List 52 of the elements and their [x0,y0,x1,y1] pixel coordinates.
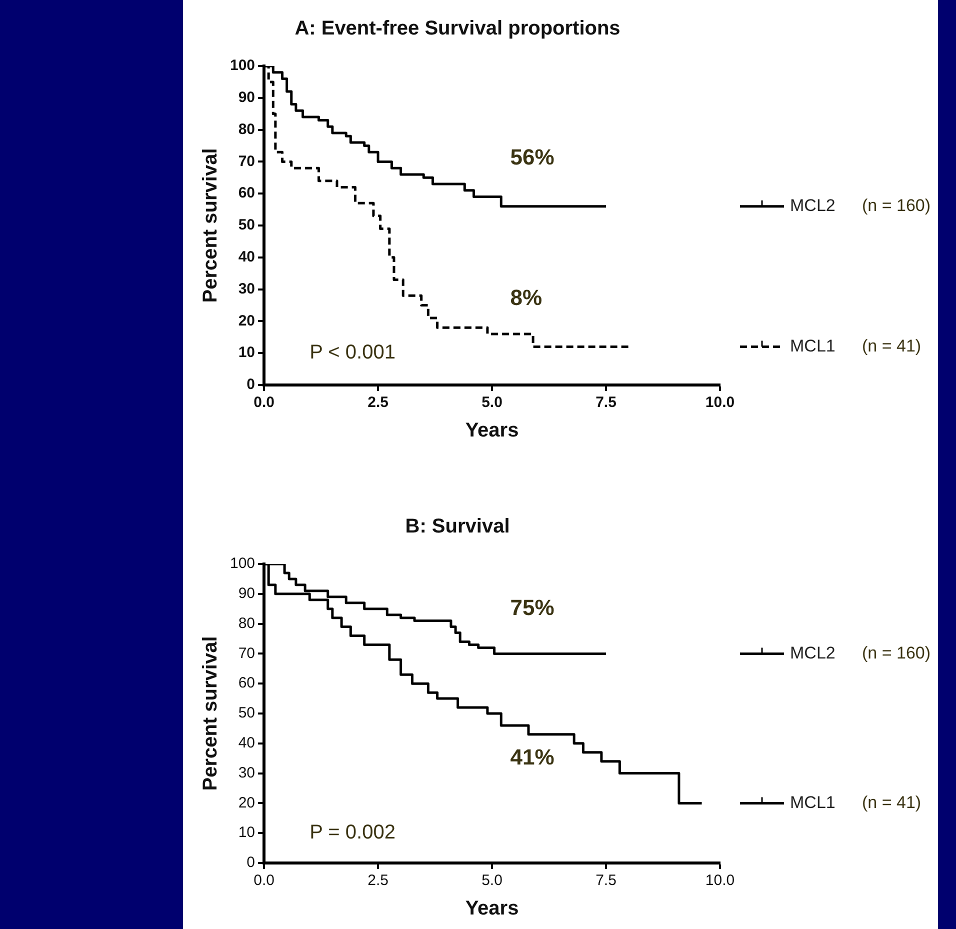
y-tick-label: 40 [238,734,256,752]
y-tick-label: 90 [238,585,256,602]
y-tick-label: 60 [238,184,256,202]
chart-title: A: Event-free Survival proportions [294,18,620,40]
y-axis-title: Percent survival [200,636,222,791]
x-tick-label: 5.0 [482,872,502,890]
text: (n = 41) [862,792,922,812]
y-tick-label: 60 [238,674,256,692]
y-tick-label: 100 [230,555,256,572]
annotation: 75% [510,594,554,620]
x-axis-title: Years [465,420,519,442]
annotation: P < 0.001 [310,342,396,364]
x-tick-label: 2.5 [368,394,388,412]
y-tick-label: 80 [238,120,256,138]
y-tick-label: 70 [238,152,256,170]
chart-title: B: Survival [405,516,510,538]
annotation: P = 0.002 [310,822,396,844]
y-tick-label: 90 [238,89,256,106]
x-axis-title: Years [465,898,519,920]
y-axis-title: Percent survival [200,148,222,303]
legend-label: MCL1 [790,336,836,356]
text: (n = 160) [862,196,931,216]
x-tick-label: 7.5 [596,872,616,890]
y-tick-label: 10 [238,824,256,842]
y-tick-label: 30 [238,764,256,782]
annotation: 8% [510,284,542,310]
y-tick-label: 30 [238,280,256,298]
x-tick-label: 5.0 [482,394,502,412]
y-tick-label: 100 [230,57,256,74]
y-tick-label: 10 [238,344,256,362]
annotation: 41% [510,744,554,770]
x-tick-label: 7.5 [596,394,616,412]
y-tick-label: 20 [238,312,256,330]
text: (n = 160) [862,643,931,662]
y-tick-label: 20 [238,794,256,812]
legend-label: MCL1 [790,792,836,812]
y-tick-label: 40 [238,248,256,266]
x-tick-label: 0.0 [254,872,274,890]
y-tick-label: 80 [238,614,256,632]
x-tick-label: 0.0 [254,394,274,412]
y-tick-label: 0 [246,854,256,872]
legend-label: MCL2 [790,196,836,216]
x-tick-label: 10.0 [705,872,735,890]
text: (n = 41) [862,336,922,356]
annotation: 56% [510,144,554,170]
y-tick-label: 0 [246,376,256,394]
legend-label: MCL2 [790,643,836,662]
y-tick-label: 50 [238,704,256,722]
x-tick-label: 10.0 [705,394,735,412]
y-tick-label: 50 [238,216,256,234]
x-tick-label: 2.5 [368,872,388,890]
y-tick-label: 70 [238,644,256,662]
